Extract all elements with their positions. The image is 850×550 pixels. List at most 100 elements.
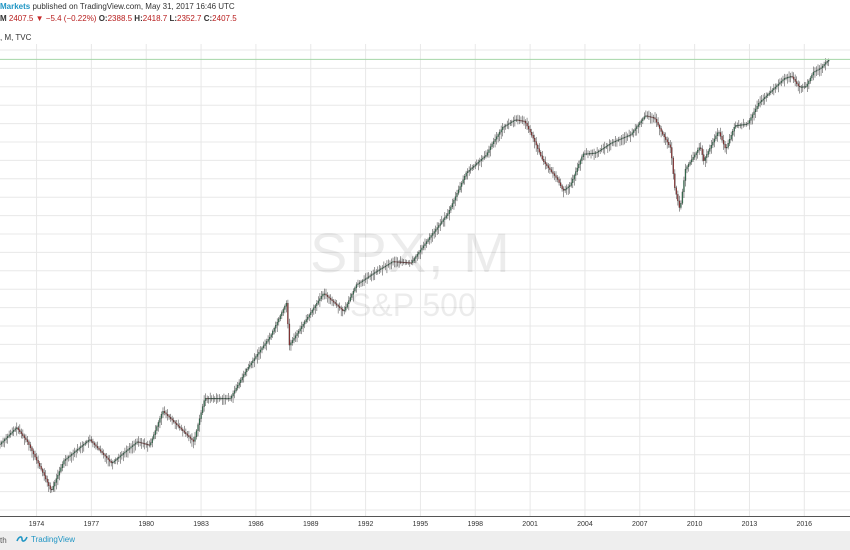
candle-body: [169, 417, 172, 419]
candle-body: [486, 152, 489, 156]
candle-body: [727, 143, 729, 148]
candle-body: [687, 164, 690, 167]
candle-body: [396, 261, 399, 263]
candle-body: [809, 77, 812, 82]
candle-body: [695, 152, 697, 156]
candle-body: [744, 124, 746, 126]
candle-body: [754, 108, 757, 113]
candle-body: [640, 120, 642, 123]
candle-body: [748, 120, 751, 124]
author-link[interactable]: Markets: [0, 2, 31, 11]
candle-body: [764, 97, 766, 100]
candle-body: [620, 138, 623, 140]
candle-body: [791, 76, 793, 78]
candle-body: [256, 354, 259, 357]
candle-body: [194, 436, 196, 442]
candle-body: [553, 173, 556, 176]
candle-body: [706, 154, 708, 158]
candle-body: [101, 451, 103, 454]
candle-body: [460, 182, 463, 187]
candle-body: [500, 129, 502, 133]
candle-body: [668, 142, 670, 145]
candle-body: [639, 122, 641, 125]
candle-body: [99, 449, 102, 452]
candle-body: [95, 444, 97, 447]
candle-body: [110, 461, 112, 464]
candle-body: [578, 164, 580, 169]
candle-body: [485, 155, 487, 157]
candle-body: [515, 119, 518, 121]
candle-body: [431, 233, 434, 236]
candle-body: [808, 80, 810, 85]
candle-body: [288, 323, 291, 346]
candle-body: [25, 437, 27, 440]
candle-body: [406, 262, 408, 264]
candle-body: [136, 441, 138, 444]
candle-body: [416, 254, 419, 257]
candle-body: [31, 447, 33, 452]
candle-body: [310, 312, 312, 315]
candle-body: [105, 456, 108, 459]
candle-body: [514, 119, 516, 122]
candle-body: [191, 438, 193, 441]
time-axis[interactable]: 1974 1977 1980 1983 1986 1989 1992 1995 1998 2001…: [0, 516, 850, 531]
low-label: L:: [169, 14, 178, 23]
candle-body: [304, 321, 306, 325]
candle-body: [680, 203, 682, 208]
chart-area[interactable]: [0, 44, 850, 516]
candle-body: [54, 482, 56, 487]
candle-body: [623, 137, 626, 139]
candle-body: [17, 427, 19, 430]
candle-body: [212, 398, 214, 400]
x-tick-label: 1992: [357, 521, 374, 528]
ohlc-line: M 2407.5 ▼ −5.4 (−0.22%) O:2388.5 H:2418…: [0, 14, 237, 23]
candle-body: [337, 304, 339, 307]
candle-body: [530, 131, 533, 136]
candle-body: [581, 156, 583, 161]
candle-body: [508, 123, 510, 125]
candle-body: [66, 457, 68, 460]
candle-body: [57, 474, 59, 479]
open-label: O:: [98, 14, 108, 23]
candle-body: [725, 147, 728, 149]
candle-body: [555, 175, 557, 178]
candle-body: [387, 264, 390, 266]
tradingview-brand[interactable]: TradingView: [16, 534, 75, 544]
candle-body: [121, 454, 123, 456]
candle-body: [468, 170, 470, 172]
candle-body: [419, 249, 422, 253]
high-label: H:: [134, 14, 143, 23]
candle-body: [83, 444, 85, 446]
candle-body: [198, 418, 201, 425]
candle-body: [599, 149, 601, 152]
candle-body: [524, 121, 527, 124]
candle-body: [651, 116, 653, 118]
candle-body: [84, 442, 86, 445]
candle-body: [37, 459, 39, 464]
candle-body: [488, 149, 490, 153]
candle-body: [355, 284, 358, 289]
candle-body: [58, 471, 61, 476]
candle-body: [401, 261, 403, 263]
price-chart[interactable]: [0, 44, 850, 516]
candle-body: [645, 115, 647, 117]
candle-body: [11, 431, 13, 434]
candle-body: [409, 262, 411, 264]
candle-body: [118, 456, 120, 459]
candle-body: [241, 377, 243, 381]
candle-body: [127, 449, 129, 451]
candle-body: [692, 157, 694, 160]
candle-body: [590, 153, 592, 155]
candle-body: [374, 272, 376, 274]
candle-body: [32, 450, 35, 455]
candle-body: [398, 261, 400, 263]
candle-body: [104, 454, 106, 457]
candle-body: [165, 412, 167, 415]
candle-body: [619, 138, 621, 141]
candle-body: [361, 280, 364, 282]
candle-body: [421, 247, 423, 251]
candle-body: [137, 441, 140, 443]
candle-body: [760, 100, 763, 102]
candle-body: [642, 118, 644, 121]
candle-body: [633, 130, 635, 133]
